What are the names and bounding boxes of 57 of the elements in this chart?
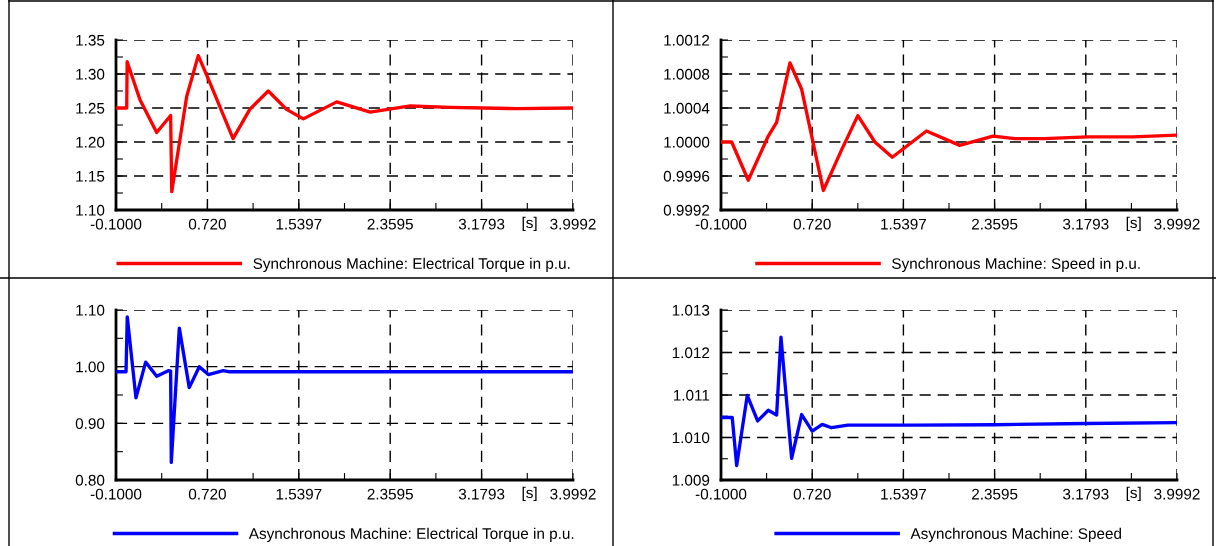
- x-tick-label: 0.720: [188, 488, 226, 500]
- x-tick-label: 3.1793: [1063, 218, 1109, 230]
- x-tick-label: -0.1000: [90, 218, 142, 230]
- x-tick-label: 1.5397: [881, 488, 926, 500]
- x-tick-label: 1.5397: [881, 218, 926, 230]
- line-series: [721, 335, 1177, 468]
- y-tick-label: 1.25: [76, 102, 105, 114]
- y-tick-label: 1.00: [76, 361, 105, 373]
- x-tick-label: 1.5397: [276, 218, 322, 230]
- y-tick-label: 1.013: [672, 304, 710, 316]
- x-axis-title: [s]: [522, 216, 537, 232]
- y-tick-label: 1.0004: [664, 102, 710, 114]
- x-tick-label: 2.3595: [972, 488, 1018, 500]
- x-tick-label: -0.1000: [695, 218, 747, 230]
- x-tick-label: 3.9992: [1154, 488, 1200, 500]
- x-tick-label: 1.5397: [276, 488, 322, 500]
- y-tick-label: 1.012: [672, 347, 710, 359]
- x-tick-label: 3.9992: [1154, 218, 1200, 230]
- x-tick-label: 3.9992: [550, 488, 596, 500]
- y-tick-label: 1.011: [673, 389, 710, 401]
- y-tick-label: 1.010: [672, 432, 710, 444]
- x-tick-label: 3.9992: [550, 218, 596, 230]
- line-series: [721, 61, 1177, 193]
- text: Asynchronous Machine: Speed: [910, 527, 1121, 542]
- text: Asynchronous Machine: Electrical Torque in p.u.: [248, 527, 574, 542]
- x-tick-label: -0.1000: [695, 488, 747, 500]
- y-tick-label: 1.30: [76, 68, 105, 80]
- x-tick-label: 3.1793: [458, 488, 505, 500]
- y-tick-label: 1.0008: [664, 68, 710, 80]
- y-tick-label: 1.20: [76, 136, 105, 148]
- x-axis-title: [s]: [1126, 486, 1141, 502]
- x-tick-label: 3.1793: [1063, 488, 1109, 500]
- y-tick-label: 0.9992: [663, 204, 710, 216]
- y-tick-label: 1.009: [672, 474, 710, 486]
- x-tick-label: -0.1000: [90, 488, 142, 500]
- text: Synchronous Machine: Electrical Torque in p.u.: [253, 257, 570, 272]
- x-tick-label: 0.720: [793, 218, 831, 230]
- x-tick-label: 2.3595: [972, 218, 1018, 230]
- x-tick-label: 2.3595: [367, 488, 413, 500]
- y-tick-label: 1.0012: [664, 34, 710, 46]
- text: Synchronous Machine: Speed in p.u.: [892, 257, 1140, 272]
- x-tick-label: 3.1793: [458, 218, 505, 230]
- x-axis-title: [s]: [1126, 216, 1141, 232]
- x-tick-label: 0.720: [793, 488, 831, 500]
- y-tick-label: 1.10: [76, 204, 105, 216]
- line-series: [116, 53, 573, 194]
- x-tick-label: 2.3595: [367, 218, 413, 230]
- x-axis-title: [s]: [522, 486, 537, 502]
- line-series: [116, 315, 573, 465]
- x-tick-label: 0.720: [188, 218, 226, 230]
- y-tick-label: 1.10: [76, 304, 105, 316]
- y-tick-label: 1.15: [76, 171, 105, 182]
- y-tick-label: 1.35: [76, 34, 105, 46]
- y-tick-label: 0.9996: [663, 170, 710, 182]
- y-tick-label: 0.90: [75, 418, 105, 430]
- y-tick-label: 1.0000: [664, 136, 710, 148]
- y-tick-label: 0.80: [75, 474, 105, 486]
